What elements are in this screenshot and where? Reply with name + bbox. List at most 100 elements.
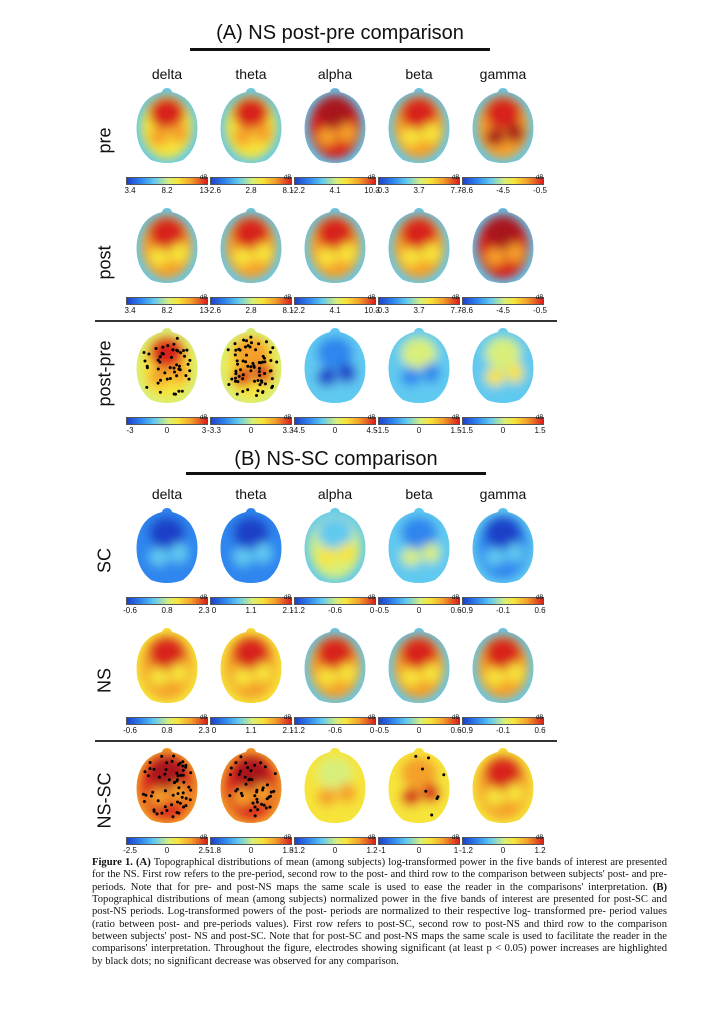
colorbar-tick-max: 0.6 (450, 726, 462, 735)
colorbar: dB -8.6 -4.5 -0.5 (459, 175, 547, 197)
colorbar-unit: dB (200, 715, 208, 721)
colorbar-tick-max: 2.3 (198, 726, 210, 735)
significance-dot (186, 362, 190, 366)
significance-dot (226, 348, 230, 352)
colorbar-tick-mid: 4.1 (329, 306, 341, 315)
significance-dot (230, 377, 234, 381)
colorbar: dB -3.3 0 3.3 (207, 415, 293, 437)
significance-dot (265, 340, 268, 344)
colorbar-tick-mid: -0.1 (496, 606, 510, 615)
colorbar: dB -1.8 0 1.8 (207, 835, 294, 857)
significance-dot (239, 755, 243, 759)
significance-dot (145, 385, 149, 389)
colorbar-tick-mid: 0 (500, 426, 506, 435)
significance-dot (172, 392, 176, 396)
significance-dot (241, 373, 245, 377)
significance-dot (182, 349, 185, 352)
pre-gamma-topomap (472, 88, 534, 163)
colorbar-tick-mid: 8.2 (161, 186, 173, 195)
significance-dot (178, 801, 182, 805)
significance-dot (177, 786, 181, 790)
significance-dot (269, 790, 273, 794)
significance-dot (256, 808, 260, 812)
significance-dot (256, 379, 260, 382)
colorbar: dB 0 1.1 2.1 (210, 595, 294, 617)
colorbar-tick-mid: 8.2 (161, 306, 173, 315)
colorbar-unit: dB (368, 715, 376, 721)
postpre-beta-topomap (388, 328, 450, 403)
significance-dot (414, 754, 418, 758)
colorbar-unit: dB (284, 595, 292, 601)
significance-dot (257, 342, 261, 346)
panel-b-title-rule (186, 472, 486, 475)
colorbar-unit: dB (200, 595, 208, 601)
significance-dot (243, 775, 247, 779)
colorbar-tick-mid: -4.5 (496, 186, 510, 195)
significance-dot (152, 767, 156, 771)
significance-dot (258, 383, 262, 387)
colorbar: dB -1.5 0 1.5 (375, 415, 461, 437)
band-label-alpha: alpha (317, 66, 353, 82)
colorbar-unit: dB (284, 175, 292, 181)
colorbar-unit: dB (368, 835, 376, 841)
significance-dot (168, 377, 172, 380)
colorbar-unit: dB (452, 415, 460, 421)
colorbar-unit: dB (536, 175, 544, 181)
colorbar-tick-min: -4.5 (291, 426, 305, 435)
colorbar: dB -1.2 0 1.2 (459, 835, 546, 857)
significance-dot (144, 793, 148, 797)
sc-beta-topomap (388, 508, 450, 583)
significance-dot (182, 805, 186, 809)
colorbar-unit: dB (536, 835, 544, 841)
colorbar: dB -0.5 0 0.6 (375, 595, 461, 617)
colorbar-unit: dB (536, 295, 544, 301)
significance-dot (252, 364, 256, 368)
significance-dot (255, 797, 259, 801)
nssc-gamma-topomap (472, 748, 534, 823)
colorbar-unit: dB (200, 415, 208, 421)
colorbar-gradient (210, 177, 292, 185)
colorbar-tick-max: 1.2 (366, 846, 378, 855)
colorbar: dB -1 0 1 (378, 835, 460, 857)
significance-dot (253, 805, 257, 809)
significance-dot (246, 364, 250, 368)
colorbar-tick-min: -0.3 (375, 306, 389, 315)
colorbar-tick-max: -0.5 (533, 306, 547, 315)
colorbar-tick-max: 7.7 (450, 306, 462, 315)
significance-dot (181, 791, 185, 795)
colorbar-tick-mid: 0 (416, 846, 422, 855)
colorbar-unit: dB (452, 175, 460, 181)
colorbar-tick-max: 7.7 (450, 186, 462, 195)
colorbar-gradient (378, 177, 460, 185)
colorbar: dB -1.5 0 1.5 (459, 415, 545, 437)
significance-dot (187, 785, 191, 789)
colorbar-tick-max: 8.1 (282, 306, 294, 315)
band-label-delta: delta (151, 486, 183, 502)
significance-dot (238, 348, 242, 352)
ns-theta-topomap (220, 628, 282, 703)
colorbar-tick-max: 1.2 (534, 846, 546, 855)
significance-dot (176, 763, 180, 767)
sc-gamma-topomap (472, 508, 534, 583)
significance-dot (269, 359, 273, 362)
colorbar-gradient (462, 297, 544, 305)
colorbar-tick-mid: 0.8 (161, 726, 173, 735)
colorbar-unit: dB (284, 415, 292, 421)
significance-dot (241, 359, 245, 363)
colorbar: dB -0.6 0.8 2.3 (123, 715, 210, 737)
colorbar-tick-max: 2.3 (198, 606, 210, 615)
significance-dot (175, 771, 179, 775)
colorbar-gradient (462, 717, 544, 725)
significance-dot (255, 790, 259, 794)
significance-dot (255, 800, 259, 804)
significance-dot (235, 787, 239, 791)
significance-dot (181, 773, 185, 777)
colorbar: dB -0.3 3.7 7.7 (375, 175, 462, 197)
colorbar-tick-max: 0 (369, 606, 375, 615)
significance-dot (176, 800, 179, 804)
band-label-beta: beta (405, 66, 433, 82)
band-label-beta: beta (405, 486, 433, 502)
colorbar-tick-min: -2.2 (291, 186, 305, 195)
colorbar-tick-max: 1.8 (282, 846, 294, 855)
significance-dot (149, 794, 153, 798)
